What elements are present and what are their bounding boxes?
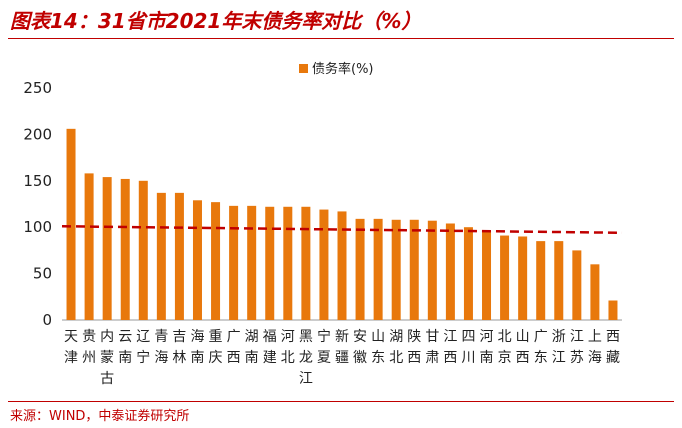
category-label: 上海 xyxy=(588,329,602,366)
category-label: 宁夏 xyxy=(317,328,331,366)
bar xyxy=(102,177,112,320)
category-label: 新疆 xyxy=(335,329,349,366)
category-label: 山西 xyxy=(516,329,530,366)
category-label: 浙江 xyxy=(552,329,566,366)
category-label: 甘肃 xyxy=(425,329,439,366)
category-label: 青海 xyxy=(154,329,168,366)
bar xyxy=(211,202,221,320)
bar xyxy=(283,206,293,320)
bar xyxy=(84,173,94,320)
bar xyxy=(518,236,528,320)
bar xyxy=(120,178,130,320)
bar xyxy=(138,180,148,320)
category-label: 黑龙江 xyxy=(299,329,313,387)
category-label: 江苏 xyxy=(570,329,584,366)
bar xyxy=(247,205,257,320)
bar xyxy=(319,209,329,320)
bar xyxy=(373,218,383,320)
category-label: 山东 xyxy=(371,329,385,366)
source-note: 来源：WIND，中泰证券研究所 xyxy=(10,409,190,424)
category-label: 重庆 xyxy=(209,329,223,366)
bar xyxy=(536,241,546,320)
bar xyxy=(337,211,347,320)
bar xyxy=(554,241,564,320)
y-tick-label: 100 xyxy=(23,218,52,236)
y-tick-label: 0 xyxy=(42,311,52,329)
y-tick-label: 50 xyxy=(33,265,52,283)
x-axis-labels: 天津贵州内蒙古云南辽宁青海吉林海南重庆广西湖南福建河北黑龙江宁夏新疆安徽山东湖北… xyxy=(64,328,620,387)
bar xyxy=(391,219,401,320)
bar xyxy=(265,206,275,320)
legend-swatch xyxy=(299,64,308,73)
category-label: 江西 xyxy=(443,329,457,366)
bar xyxy=(229,205,239,320)
bar xyxy=(66,128,76,320)
chart-title: 图表14：31省市2021年末债务率对比（%） xyxy=(10,9,422,33)
bar xyxy=(409,219,419,320)
category-label: 海南 xyxy=(190,329,204,366)
category-label: 天津 xyxy=(64,329,78,366)
bar xyxy=(192,200,202,320)
title-rule xyxy=(8,38,674,39)
bar xyxy=(572,250,582,320)
bar xyxy=(355,218,365,320)
bar xyxy=(590,264,600,320)
source-rule xyxy=(8,401,674,402)
bars xyxy=(66,128,618,320)
category-label: 西藏 xyxy=(606,329,620,366)
bar xyxy=(500,235,510,320)
category-label: 辽宁 xyxy=(136,329,150,366)
category-label: 北京 xyxy=(498,329,512,366)
y-tick-label: 200 xyxy=(23,125,52,143)
category-label: 福建 xyxy=(263,329,277,366)
bar xyxy=(427,220,437,320)
bar xyxy=(445,223,455,320)
category-label: 贵州 xyxy=(82,329,96,366)
bar xyxy=(301,206,311,320)
bar xyxy=(482,230,492,320)
bar xyxy=(463,227,473,320)
category-label: 河北 xyxy=(281,329,295,366)
category-label: 吉林 xyxy=(172,329,186,366)
category-label: 湖北 xyxy=(389,329,403,366)
bar xyxy=(608,300,618,320)
legend-label: 债务率(%) xyxy=(312,61,374,77)
category-label: 广西 xyxy=(227,329,241,366)
category-label: 云南 xyxy=(118,329,132,366)
category-label: 湖南 xyxy=(245,329,259,366)
category-label: 陕西 xyxy=(407,329,421,366)
y-tick-label: 250 xyxy=(23,79,52,97)
category-label: 广东 xyxy=(534,329,548,366)
bar xyxy=(174,192,184,320)
legend: 债务率(%) xyxy=(299,61,374,77)
category-label: 四川 xyxy=(461,329,475,366)
reference-line xyxy=(61,225,623,235)
category-label: 河南 xyxy=(480,329,494,366)
bar xyxy=(156,192,166,320)
y-tick-label: 150 xyxy=(23,172,52,190)
category-label: 内蒙古 xyxy=(100,329,114,387)
reference-dashed-line xyxy=(61,225,623,235)
bar-chart: 0 50 100 150 200 250 天津贵州内蒙古云南辽宁青海吉林海南重庆广西湖南福… xyxy=(23,61,623,387)
category-label: 安徽 xyxy=(353,329,367,366)
